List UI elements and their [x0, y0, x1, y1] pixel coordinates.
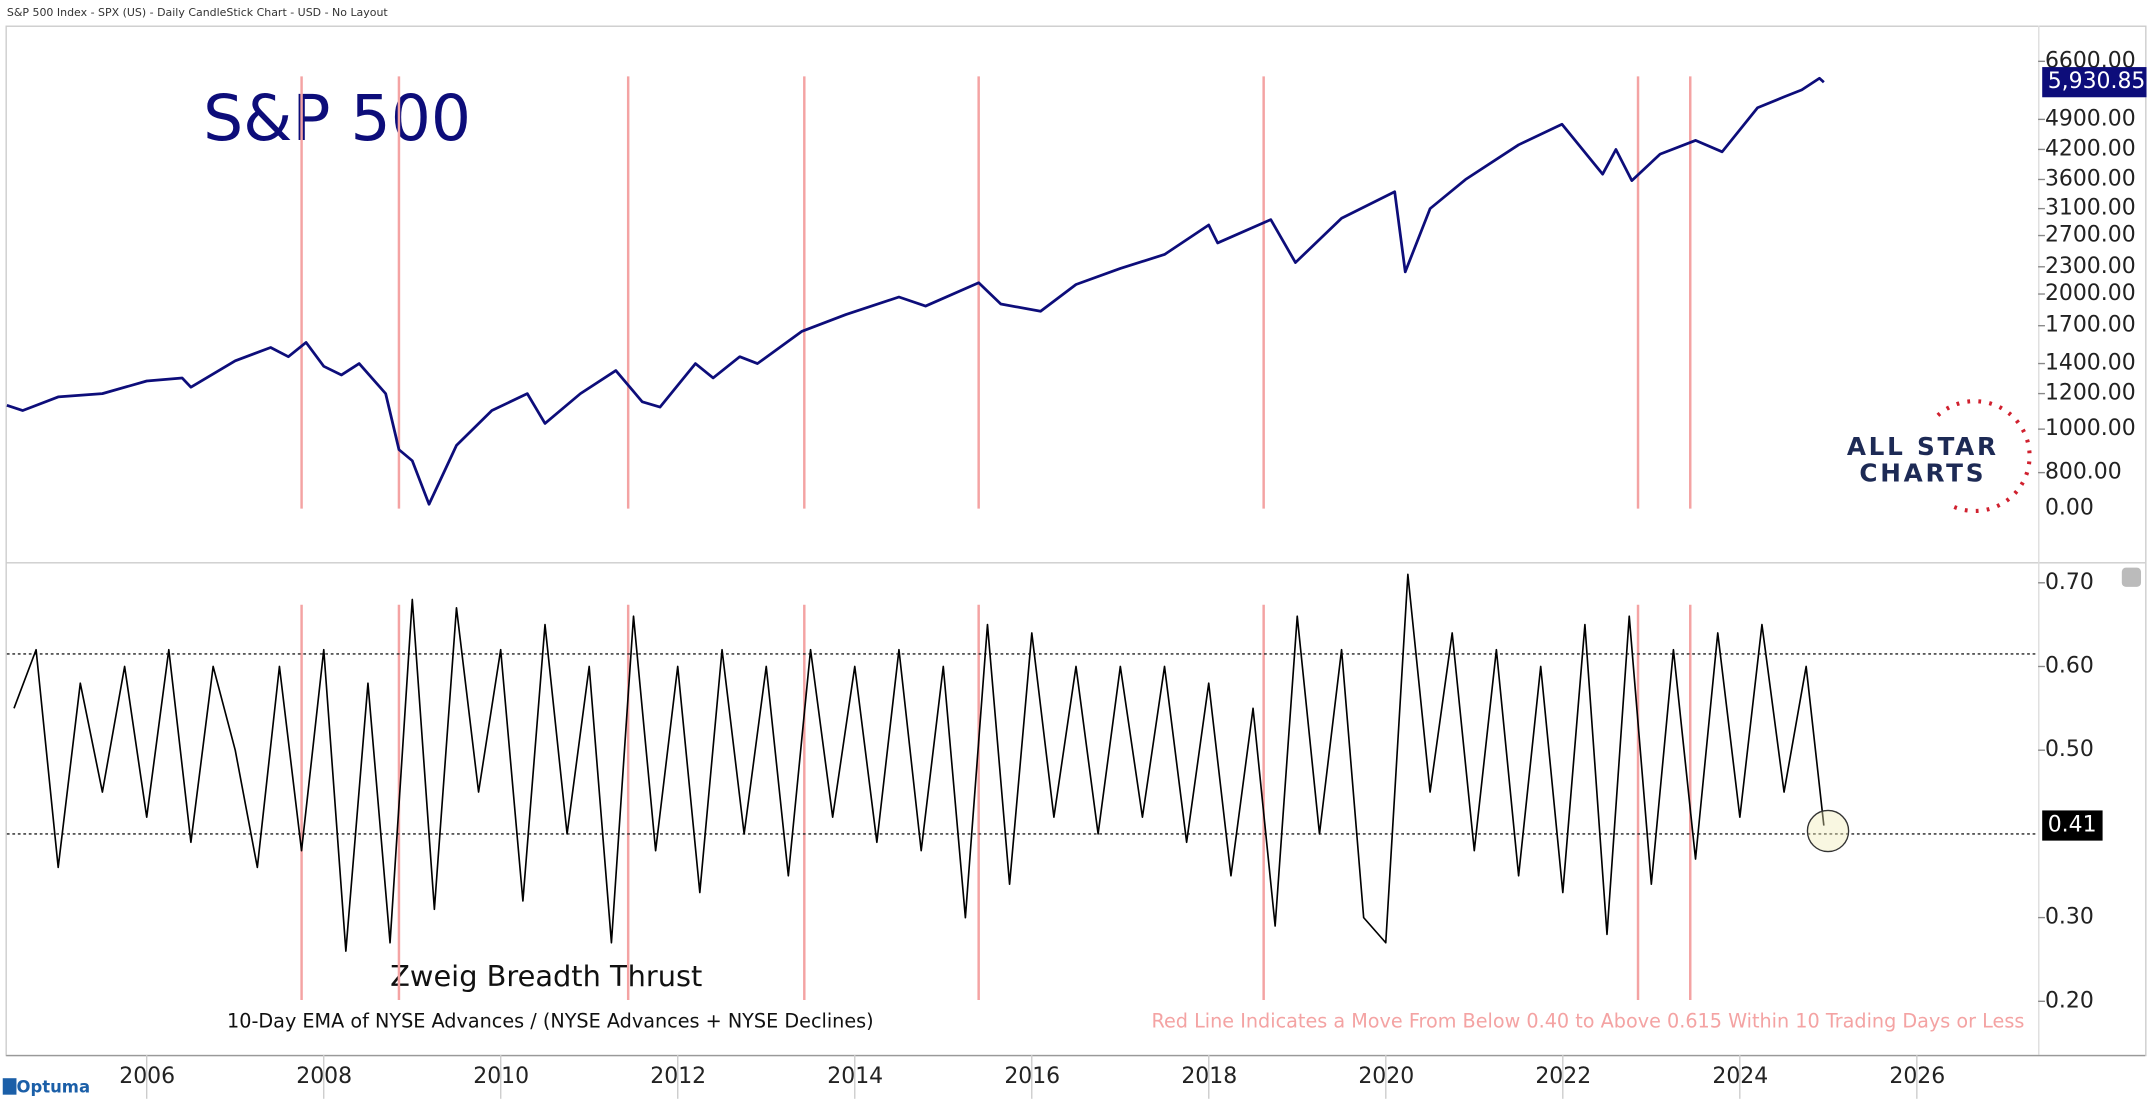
y-tick-label: 2700.00 — [2045, 223, 2136, 248]
series-line — [13, 573, 1825, 952]
y-tick-label: 1000.00 — [2045, 416, 2136, 441]
x-tick-label: 2006 — [119, 1064, 175, 1089]
y-floor-label: 0.00 — [2045, 496, 2094, 521]
x-tick-label: 2016 — [1004, 1064, 1060, 1089]
x-tick-label: 2012 — [650, 1064, 706, 1089]
last-value-label: 0.41 — [2048, 813, 2097, 838]
y-tick-label: 3100.00 — [2045, 196, 2136, 221]
y-tick-label: 4900.00 — [2045, 106, 2136, 131]
x-tick-label: 2024 — [1712, 1064, 1768, 1089]
y-tick-label: 0.70 — [2045, 570, 2094, 595]
series-line — [6, 76, 1825, 506]
x-tick-label: 2008 — [296, 1064, 352, 1089]
x-tick-label: 2026 — [1889, 1064, 1945, 1089]
y-tick-label: 1700.00 — [2045, 313, 2136, 338]
x-tick-label: 2018 — [1181, 1064, 1237, 1089]
y-tick-label: 0.20 — [2045, 988, 2094, 1013]
brand: Optuma — [16, 1077, 90, 1096]
brand-icon — [2, 1078, 17, 1095]
y-tick-label: 0.50 — [2045, 737, 2094, 762]
y-tick-label: 2300.00 — [2045, 254, 2136, 279]
x-tick-label: 2010 — [473, 1064, 529, 1089]
x-tick-label: 2014 — [827, 1064, 883, 1089]
y-tick-label: 4200.00 — [2045, 136, 2136, 161]
y-tick-label: 2000.00 — [2045, 281, 2136, 306]
y-tick-label: 1400.00 — [2045, 351, 2136, 376]
logo: ALL STAR CHARTS — [1847, 399, 2032, 513]
x-tick-label: 2020 — [1358, 1064, 1414, 1089]
last-value-label: 5,930.85 — [2048, 69, 2146, 94]
last-value-badge — [2042, 810, 2103, 841]
y-tick-label: 800.00 — [2045, 460, 2122, 485]
x-tick-label: 2022 — [1535, 1064, 1591, 1089]
logo-text: ALL STAR — [1847, 432, 1999, 461]
y-tick-label: 0.60 — [2045, 653, 2094, 678]
y-tick-label: 3600.00 — [2045, 166, 2136, 191]
panel-title: Zweig Breadth Thrust — [390, 959, 702, 993]
logo-text: CHARTS — [1859, 458, 1986, 487]
last-value-badge — [2042, 67, 2147, 98]
y-tick-label: 1200.00 — [2045, 381, 2136, 406]
highlight-circle — [1806, 809, 1850, 853]
annotation: Red Line Indicates a Move From Below 0.4… — [1152, 1009, 2025, 1032]
panel-subtitle: 10-Day EMA of NYSE Advances / (NYSE Adva… — [227, 1009, 874, 1032]
panel-title: S&P 500 — [203, 81, 471, 155]
y-tick-label: 0.30 — [2045, 905, 2094, 930]
lock-icon — [2121, 567, 2142, 587]
header: S&P 500 Index - SPX (US) - Daily CandleS… — [7, 6, 389, 19]
